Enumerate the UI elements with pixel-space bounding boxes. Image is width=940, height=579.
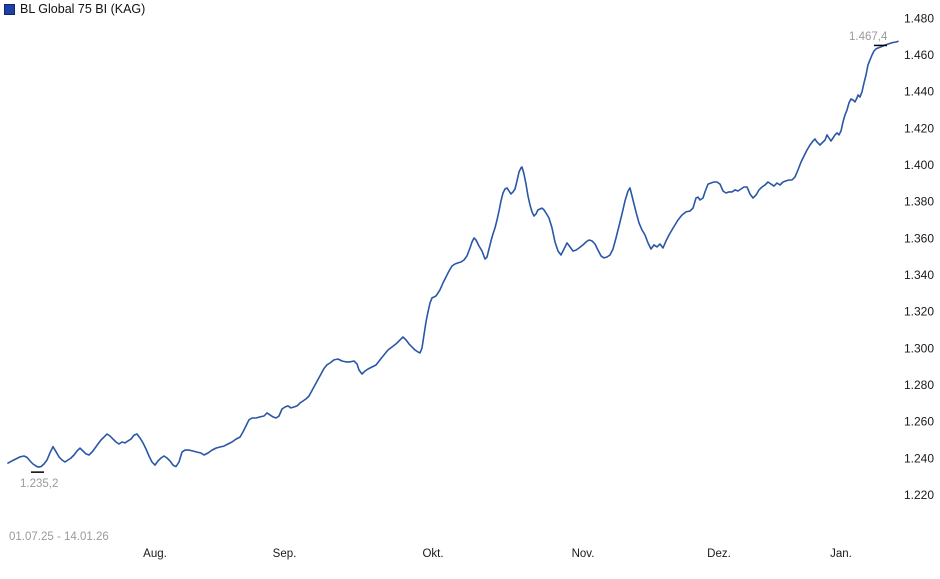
x-axis-label: Sep. — [273, 548, 297, 560]
y-axis-label: 1.300 — [904, 341, 934, 355]
x-axis-label: Okt. — [422, 548, 443, 560]
y-axis-label: 1.460 — [904, 48, 934, 62]
x-axis-label: Aug. — [143, 548, 167, 560]
y-axis-label: 1.240 — [904, 451, 934, 465]
y-axis-label: 1.280 — [904, 378, 934, 392]
y-axis-label: 1.340 — [904, 268, 934, 282]
last-value-label: 1.467,4 — [849, 31, 888, 43]
min-value-label: 1.235,2 — [20, 478, 59, 490]
y-axis-label: 1.380 — [904, 195, 934, 209]
legend-swatch-icon — [4, 3, 15, 15]
y-axis-label: 1.420 — [904, 121, 934, 135]
y-axis-label: 1.400 — [904, 158, 934, 172]
x-axis-label: Dez. — [707, 548, 731, 560]
x-axis-label: Jan. — [830, 548, 852, 560]
y-axis-label: 1.320 — [904, 305, 934, 319]
date-range-label: 01.07.25 - 14.01.26 — [9, 531, 109, 543]
chart-title: BL Global 75 BI (KAG) — [20, 2, 146, 16]
y-axis-label: 1.480 — [904, 11, 934, 25]
chart-legend: BL Global 75 BI (KAG) — [4, 2, 145, 16]
price-line — [7, 40, 899, 468]
y-axis-label: 1.440 — [904, 85, 934, 99]
y-axis-label: 1.220 — [904, 488, 934, 502]
y-axis-label: 1.260 — [904, 415, 934, 429]
y-axis-label: 1.360 — [904, 231, 934, 245]
x-axis-label: Nov. — [572, 548, 595, 560]
